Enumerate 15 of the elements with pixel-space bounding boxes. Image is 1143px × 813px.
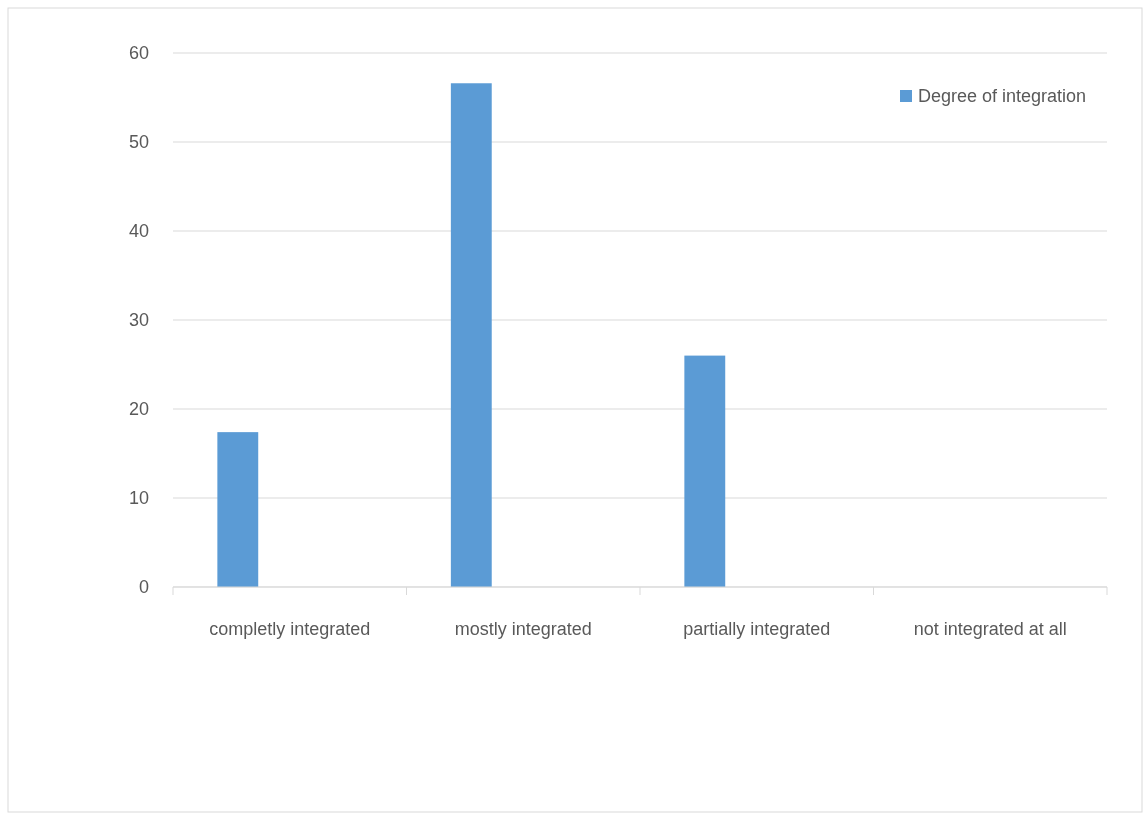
x-tick-label: partially integrated: [683, 619, 831, 639]
bar: [450, 83, 492, 587]
y-tick-label: 50: [128, 132, 149, 153]
bar: [217, 432, 259, 587]
legend-label: Degree of integration: [918, 86, 1087, 107]
y-tick-label: 30: [128, 310, 149, 331]
y-tick-label: 40: [128, 221, 149, 242]
x-tick-label: mostly integrated: [454, 619, 592, 639]
y-tick-label: 20: [128, 399, 149, 420]
x-tick-label: not integrated at all: [913, 619, 1067, 639]
y-tick-label: 60: [128, 43, 149, 64]
y-tick-label: 10: [128, 488, 149, 509]
bar: [684, 355, 726, 587]
y-tick-label: 0: [138, 577, 149, 598]
x-tick-label: completly integrated: [209, 619, 371, 639]
